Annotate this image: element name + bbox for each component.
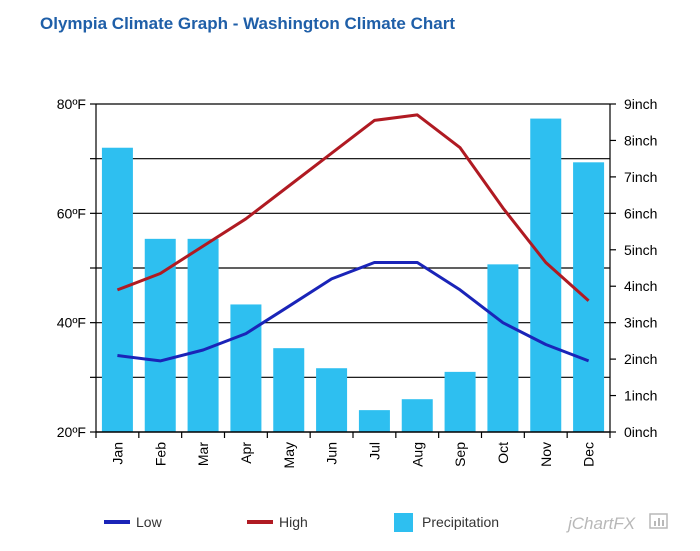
precipitation-bar-dec <box>573 162 605 433</box>
precipitation-bar-feb <box>144 238 176 432</box>
x-tick-label: May <box>281 442 297 468</box>
precipitation-bar-oct <box>487 264 519 432</box>
precipitation-bar-aug <box>401 399 433 432</box>
right-tick-label: 4inch <box>624 278 657 294</box>
legend-label-low: Low <box>136 514 163 530</box>
left-tick-label: 20ºF <box>57 424 86 440</box>
watermark-icon-bar <box>658 518 660 526</box>
right-axis-ticks: 0inch 1inch 2inch 3inch 4inch 5inch 6inch 7inch… <box>610 96 657 440</box>
watermark-icon-bar <box>654 521 656 526</box>
right-tick-label: 9inch <box>624 96 657 112</box>
jchartfx-logo: jChartFX <box>566 513 668 533</box>
x-tick-label: Dec <box>581 442 597 467</box>
x-tick-label: Jan <box>109 442 125 465</box>
legend-label-high: High <box>279 514 308 530</box>
precipitation-bar-sep <box>444 371 476 432</box>
right-tick-label: 0inch <box>624 424 657 440</box>
right-tick-label: 5inch <box>624 242 657 258</box>
right-tick-label: 1inch <box>624 388 657 404</box>
chart-title: Olympia Climate Graph - Washington Clima… <box>40 14 455 33</box>
precipitation-bar-jul <box>358 410 390 432</box>
watermark-icon-bar <box>662 520 664 526</box>
temperature-lines <box>116 113 590 363</box>
right-tick-label: 3inch <box>624 315 657 331</box>
precipitation-bar-nov <box>530 118 562 433</box>
left-tick-label: 80ºF <box>57 96 86 112</box>
legend-label-precipitation: Precipitation <box>422 514 499 530</box>
precipitation-bar-jun <box>316 368 348 432</box>
precipitation-bar-mar <box>187 238 219 432</box>
x-tick-label: Oct <box>495 442 511 464</box>
watermark-text: jChartFX <box>566 514 636 533</box>
right-tick-label: 2inch <box>624 351 657 367</box>
x-tick-label: Mar <box>195 442 211 466</box>
left-tick-label: 40ºF <box>57 315 86 331</box>
gridlines <box>96 103 610 378</box>
left-tick-label: 60ºF <box>57 205 86 221</box>
x-tick-label: Apr <box>238 442 254 464</box>
x-tick-label: Jun <box>324 442 340 465</box>
x-tick-label: Jul <box>366 442 382 460</box>
x-axis-ticks: Jan Feb Mar Apr May Jun Jul Aug Sep Oct Nov Dec <box>95 432 611 468</box>
legend: Low High Precipitation <box>104 513 499 532</box>
precipitation-bar-apr <box>230 304 262 432</box>
watermark-icon <box>649 513 668 529</box>
x-tick-label: Sep <box>452 442 468 467</box>
x-tick-label: Feb <box>152 442 168 466</box>
right-tick-label: 6inch <box>624 205 657 221</box>
x-tick-label: Aug <box>409 442 425 467</box>
precipitation-bar-may <box>273 348 305 432</box>
left-axis-ticks: 20ºF 40ºF 60ºF 80ºF <box>57 96 96 440</box>
precipitation-bars <box>101 118 605 433</box>
low-line <box>117 261 590 363</box>
x-tick-label: Nov <box>538 442 554 467</box>
right-tick-label: 7inch <box>624 169 657 185</box>
legend-swatch-precipitation <box>394 513 413 532</box>
right-tick-label: 8inch <box>624 132 657 148</box>
high-line <box>116 113 590 302</box>
